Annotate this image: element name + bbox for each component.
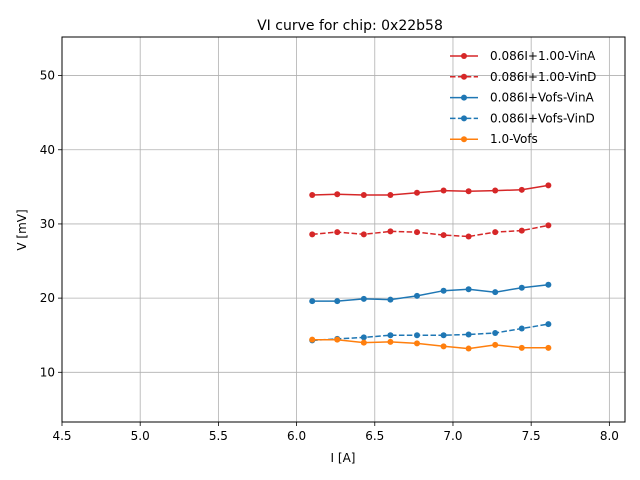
data-point (518, 344, 525, 351)
data-point (440, 187, 447, 194)
series-line (312, 284, 549, 302)
series-1 (309, 222, 552, 240)
legend-item: 0.086I+Vofs-VinA (450, 91, 595, 105)
legend-item: 0.086I+Vofs-VinD (450, 111, 595, 125)
legend-item: 0.086I+1.00-VinA (450, 49, 596, 63)
data-point (360, 334, 367, 341)
data-point (387, 192, 394, 199)
axis-ticks: 4.5 5.0 5.5 6.0 6.5 7.0 7.5 8.0 10 20 30 40 50 (40, 69, 619, 443)
data-point (387, 296, 394, 303)
legend-marker (461, 94, 467, 101)
data-point (465, 188, 472, 195)
data-point (309, 192, 316, 199)
legend-marker (461, 136, 467, 143)
legend-item: 1.0-Vofs (450, 132, 538, 146)
series-line (312, 184, 549, 196)
legend-marker (461, 115, 467, 122)
data-point (518, 186, 525, 193)
data-point (492, 341, 499, 348)
data-point (465, 286, 472, 293)
legend-label: 0.086I+1.00-VinD (490, 70, 596, 84)
data-point (465, 331, 472, 338)
data-point (387, 228, 394, 235)
data-point (334, 191, 341, 198)
legend-marker (461, 53, 467, 59)
series-line (312, 224, 549, 238)
x-tick-label: 7.5 (522, 429, 541, 443)
data-point (440, 287, 447, 294)
data-point (414, 292, 421, 299)
data-point (414, 340, 421, 347)
x-tick-label: 4.5 (52, 429, 71, 443)
series-4 (309, 336, 552, 352)
data-point (518, 227, 525, 234)
data-point (545, 344, 552, 351)
legend-marker (461, 73, 467, 80)
data-point (492, 289, 499, 296)
data-point (309, 231, 316, 238)
data-point (360, 339, 367, 346)
x-tick-label: 7.0 (443, 429, 462, 443)
data-point (440, 332, 447, 339)
data-point (309, 298, 316, 305)
chart-title: VI curve for chip: 0x22b58 (257, 18, 443, 34)
data-point (545, 222, 552, 229)
series-line (312, 338, 549, 350)
legend-label: 0.086I+1.00-VinA (490, 49, 596, 63)
x-tick-label: 6.0 (287, 429, 306, 443)
data-point (334, 298, 341, 305)
data-point (360, 295, 367, 302)
data-point (387, 332, 394, 339)
y-tick-label: 10 (40, 365, 55, 379)
series-layer (309, 182, 552, 352)
series-0 (309, 182, 552, 199)
x-tick-label: 5.0 (131, 429, 150, 443)
grid (61, 37, 625, 422)
data-point (414, 229, 421, 236)
y-tick-label: 50 (40, 69, 55, 83)
x-tick-label: 5.5 (209, 429, 228, 443)
y-axis-label: V [mV] (15, 209, 29, 250)
data-point (465, 233, 472, 240)
x-tick-label: 6.5 (365, 429, 384, 443)
x-axis-label: I [A] (331, 451, 356, 465)
data-point (465, 345, 472, 352)
data-point (492, 329, 499, 336)
data-point (440, 232, 447, 239)
data-point (518, 284, 525, 291)
data-point (309, 336, 316, 343)
data-point (545, 321, 552, 328)
y-tick-label: 30 (40, 217, 55, 231)
data-point (492, 229, 499, 236)
data-point (387, 338, 394, 345)
data-point (414, 332, 421, 339)
series-2 (309, 281, 552, 305)
legend-label: 0.086I+Vofs-VinA (490, 91, 595, 105)
plot-frame (61, 36, 626, 423)
data-point (545, 182, 552, 189)
legend-label: 1.0-Vofs (490, 132, 538, 146)
data-point (518, 325, 525, 332)
y-tick-label: 20 (40, 291, 55, 305)
y-tick-label: 40 (40, 143, 55, 157)
data-point (334, 229, 341, 236)
data-point (492, 187, 499, 194)
data-point (360, 192, 367, 199)
x-tick-label: 8.0 (600, 429, 619, 443)
data-point (440, 343, 447, 350)
data-point (334, 336, 341, 343)
data-point (545, 281, 552, 288)
legend: 0.086I+1.00-VinA 0.086I+1.00-VinD 0.086I+V… (450, 49, 596, 146)
legend-item: 0.086I+1.00-VinD (450, 70, 596, 84)
legend-label: 0.086I+Vofs-VinD (490, 111, 595, 125)
data-point (414, 189, 421, 196)
data-point (360, 231, 367, 238)
